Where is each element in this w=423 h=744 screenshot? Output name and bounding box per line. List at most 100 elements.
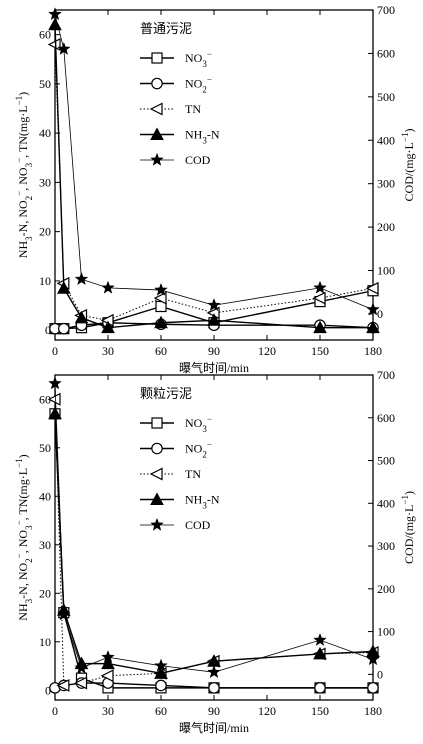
data-point bbox=[367, 682, 379, 694]
legend-item: NH3-N bbox=[140, 492, 220, 511]
chart-panel-2: 0 30 60 90 120 150 180010203040506001002003004… bbox=[14, 368, 416, 735]
legend-label: COD bbox=[185, 153, 211, 167]
data-point bbox=[155, 679, 167, 692]
x-tick-label: 60 bbox=[155, 344, 167, 358]
y-right-tick-label: 700 bbox=[377, 3, 395, 17]
y-left-tick-label: 60 bbox=[39, 392, 51, 406]
legend-marker bbox=[149, 467, 163, 481]
data-point bbox=[74, 660, 89, 674]
data-point bbox=[154, 658, 168, 672]
legend-item: NO2− bbox=[140, 440, 212, 460]
y-left-tick-label: 30 bbox=[39, 538, 51, 552]
data-point bbox=[74, 271, 89, 286]
data-point bbox=[313, 646, 327, 660]
y-right-axis-title-group: COD/(mg·L−1) bbox=[400, 491, 416, 564]
x-tick-label: 0 bbox=[52, 344, 58, 358]
data-point bbox=[312, 291, 326, 305]
plot-frame bbox=[54, 9, 374, 341]
data-point bbox=[101, 280, 115, 294]
legend-label: NH3-N bbox=[185, 493, 220, 511]
data-point bbox=[74, 310, 89, 324]
data-point bbox=[48, 376, 62, 390]
legend-marker bbox=[150, 517, 164, 531]
data-point bbox=[154, 282, 168, 296]
y-left-tick-label: 40 bbox=[39, 126, 51, 140]
data-point bbox=[207, 313, 221, 326]
y-left-tick-label: 50 bbox=[39, 441, 51, 455]
x-tick-label: 30 bbox=[102, 704, 114, 718]
legend-marker bbox=[150, 127, 164, 140]
series-star-filled bbox=[48, 7, 380, 316]
y-right-tick-label: 400 bbox=[377, 496, 395, 510]
data-point bbox=[153, 291, 167, 305]
legend-item: NO3− bbox=[140, 49, 212, 69]
x-tick-label: 120 bbox=[258, 704, 276, 718]
data-point bbox=[365, 281, 379, 295]
legend-item: TN bbox=[140, 467, 201, 481]
legend-title: 颗粒污泥 bbox=[140, 387, 192, 402]
series-triangle-filled bbox=[48, 406, 380, 679]
legend-item: TN bbox=[140, 102, 201, 116]
y-right-tick-label: 500 bbox=[377, 454, 395, 468]
x-tick-label: 30 bbox=[102, 344, 114, 358]
data-point bbox=[154, 315, 168, 329]
series-line bbox=[54, 44, 374, 321]
y-right-tick-label: 400 bbox=[377, 133, 395, 147]
legend-marker bbox=[151, 417, 163, 429]
data-point bbox=[101, 656, 115, 670]
legend: 颗粒污泥 NO3− NO2− TN NH3-N COD bbox=[140, 387, 220, 532]
y-right-tick-label: 0 bbox=[377, 307, 383, 321]
x-tick-label: 180 bbox=[364, 344, 382, 358]
data-point bbox=[208, 682, 220, 694]
data-point bbox=[207, 664, 221, 679]
y-left-tick-label: 0 bbox=[45, 683, 51, 697]
data-point bbox=[366, 652, 380, 666]
y-left-axis-title-group: NH3-N, NO2−, NO3−, TN(mg·L−1) bbox=[14, 92, 34, 258]
x-tick-label: 90 bbox=[208, 344, 220, 358]
y-right-tick-label: 200 bbox=[377, 582, 395, 596]
legend-item: NH3-N bbox=[140, 127, 220, 146]
y-left-tick-label: 20 bbox=[39, 586, 51, 600]
y-right-axis-title-group: COD/(mg·L−1) bbox=[400, 129, 416, 202]
series-triangle-left-open bbox=[47, 392, 379, 692]
legend-marker bbox=[151, 442, 163, 455]
data-point bbox=[154, 666, 168, 679]
data-point bbox=[313, 280, 327, 294]
data-point bbox=[100, 669, 114, 683]
legend-label: TN bbox=[185, 102, 201, 116]
y-left-tick-label: 50 bbox=[39, 77, 51, 91]
y-right-tick-label: 100 bbox=[377, 625, 395, 639]
legend-marker bbox=[151, 52, 163, 64]
series-line bbox=[54, 24, 373, 329]
data-point bbox=[56, 678, 70, 692]
data-point bbox=[58, 322, 70, 335]
legend-label: NO2− bbox=[185, 75, 212, 95]
data-point bbox=[47, 392, 61, 406]
series-square-open bbox=[49, 408, 379, 694]
y-right-tick-label: 100 bbox=[377, 264, 395, 278]
series-star-filled bbox=[48, 376, 380, 679]
x-tick-label: 150 bbox=[311, 344, 329, 358]
y-left-axis-title: NH3-N, NO2−, NO3−, TN(mg·L−1) bbox=[14, 92, 34, 258]
data-point bbox=[48, 406, 62, 420]
data-point bbox=[56, 41, 71, 55]
x-tick-label: 90 bbox=[208, 704, 220, 718]
series-triangle-filled bbox=[48, 17, 380, 334]
chart-panel-1: 0 30 60 90 120 150 180010203040506001002003004… bbox=[14, 3, 416, 375]
series-line bbox=[54, 14, 374, 310]
data-point bbox=[366, 320, 380, 334]
data-point bbox=[48, 17, 62, 31]
series-triangle-left-open bbox=[47, 38, 379, 327]
legend-marker bbox=[151, 77, 163, 90]
data-point bbox=[366, 302, 380, 316]
legend-item: NO3− bbox=[140, 414, 212, 434]
x-axis-title: 曝气时间/min bbox=[179, 720, 249, 735]
data-point bbox=[48, 7, 62, 21]
y-right-tick-label: 600 bbox=[377, 411, 395, 425]
legend-item: COD bbox=[140, 517, 211, 532]
legend-label: COD bbox=[185, 518, 211, 532]
x-tick-label: 150 bbox=[311, 704, 329, 718]
data-point bbox=[313, 320, 327, 334]
